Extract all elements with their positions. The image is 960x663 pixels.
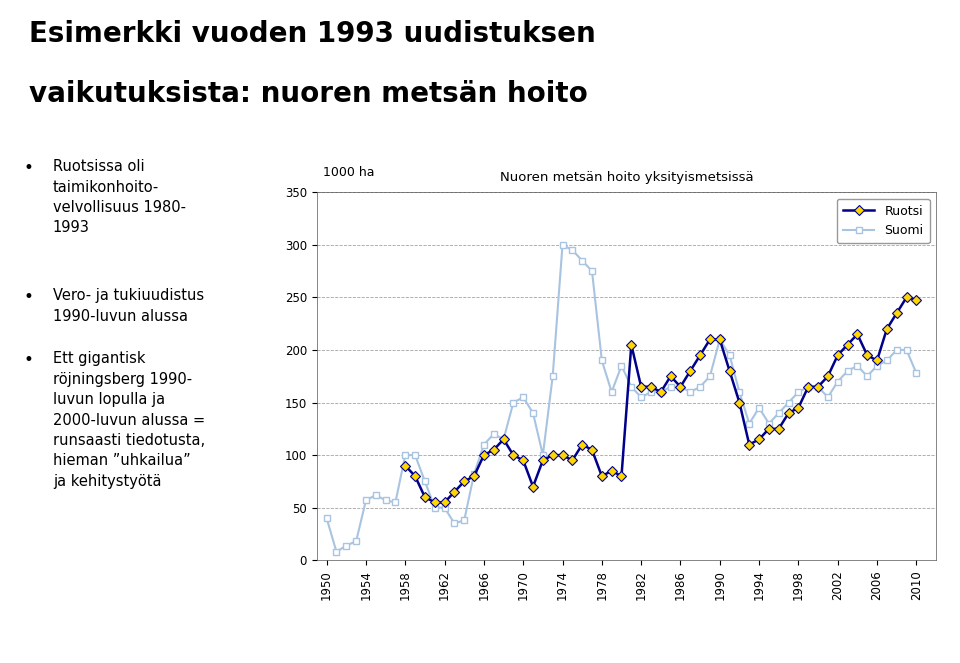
Title: Nuoren metsän hoito yksityismetsissä: Nuoren metsän hoito yksityismetsissä (499, 171, 754, 184)
Ruotsi (714, 335, 726, 343)
Suomi (557, 241, 568, 249)
Suomi (448, 520, 460, 528)
Text: vaikutuksista: nuoren metsän hoito: vaikutuksista: nuoren metsän hoito (29, 80, 588, 107)
Text: Esimerkki vuoden 1993 uudistuksen: Esimerkki vuoden 1993 uudistuksen (29, 20, 595, 48)
Suomi (468, 470, 480, 478)
Text: •: • (24, 288, 34, 306)
Ruotsi (911, 296, 923, 304)
Text: Ett gigantisk
röjningsberg 1990-
luvun lopulla ja
2000-luvun alussa =
runsaasti : Ett gigantisk röjningsberg 1990- luvun l… (53, 351, 204, 489)
Suomi (911, 369, 923, 377)
Ruotsi (399, 461, 411, 469)
Ruotsi (705, 335, 716, 343)
Ruotsi (743, 441, 755, 449)
Ruotsi (803, 383, 814, 391)
Text: 9: 9 (923, 627, 931, 641)
Line: Suomi: Suomi (324, 241, 920, 556)
Suomi (537, 451, 548, 459)
Text: •: • (24, 351, 34, 369)
Text: Vero- ja tukiuudistus
1990-luvun alussa: Vero- ja tukiuudistus 1990-luvun alussa (53, 288, 204, 324)
Suomi (330, 548, 342, 556)
Suomi (321, 514, 332, 522)
Suomi (694, 383, 706, 391)
Text: 1000 ha: 1000 ha (323, 166, 374, 180)
Ruotsi (733, 398, 745, 406)
Ruotsi (547, 451, 559, 459)
Text: METLA: METLA (93, 625, 156, 643)
Ruotsi (429, 499, 441, 507)
Text: Metsä   Tieto   Osaaminen   Hyvinvointi: Metsä Tieto Osaaminen Hyvinvointi (328, 627, 574, 640)
Text: •: • (24, 159, 34, 177)
Ruotsi (900, 294, 912, 302)
Line: Ruotsi: Ruotsi (401, 294, 921, 507)
Suomi (852, 362, 863, 370)
Legend: Ruotsi, Suomi: Ruotsi, Suomi (837, 198, 929, 243)
Text: 26.1.2012: 26.1.2012 (19, 627, 79, 640)
Suomi (655, 388, 666, 396)
Text: Ruotsissa oli
taimikonhoito-
velvollisuus 1980-
1993: Ruotsissa oli taimikonhoito- velvollisuu… (53, 159, 186, 235)
